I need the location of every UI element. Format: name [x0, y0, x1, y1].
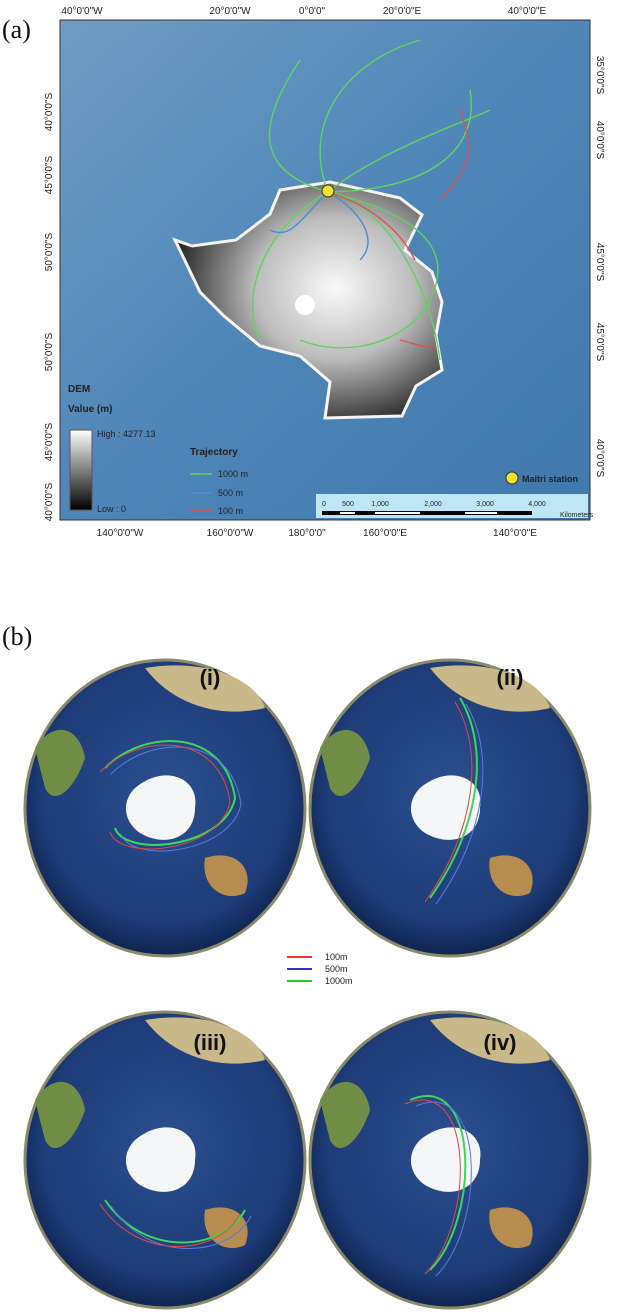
right-label: 45°0'0"S [594, 243, 605, 282]
landmass [320, 1081, 370, 1149]
top-label: 40°0'0"E [508, 6, 547, 17]
trajectory [424, 701, 473, 903]
scale-label: 4,000 [528, 501, 546, 508]
maitri-marker [321, 184, 335, 198]
scale-bar [465, 512, 497, 514]
left-label: 45°0'0"S [44, 422, 55, 461]
landmass [430, 1017, 550, 1064]
landmass [35, 1081, 85, 1149]
trajectories [252, 39, 491, 361]
scale-bar [340, 512, 355, 514]
panel-a: (a) DEM Value (m) High : 4277.13 Low : 0… [2, 6, 605, 539]
scale-label: 1,000 [371, 501, 389, 508]
panel-label: (a) [2, 15, 31, 44]
trajectory [409, 1095, 467, 1271]
right-label: 40°0'0"S [594, 439, 605, 478]
trajectory [429, 697, 478, 899]
landmass [489, 1207, 533, 1249]
trajectory [110, 1205, 252, 1249]
landmass [430, 665, 550, 712]
station-swatch [505, 471, 519, 485]
top-label: 40°0'0"W [61, 6, 103, 17]
antarctica [125, 775, 196, 840]
dem-low: Low : 0 [97, 504, 126, 514]
legend-item: 500m [325, 964, 348, 974]
top-label: 20°0'0"E [383, 6, 422, 17]
globe-label: (ii) [497, 665, 524, 690]
landmass [320, 729, 370, 797]
scale-label: 500 [342, 501, 354, 508]
globe-label: (i) [200, 665, 221, 690]
trajectory [110, 746, 242, 852]
landmass [145, 1017, 265, 1064]
dem-subtitle: Value (m) [68, 404, 112, 415]
left-label: 45°0'0"S [44, 155, 55, 194]
bottom-label: 140°0'0"E [493, 528, 537, 539]
right-label: 40°0'0"S [594, 121, 605, 160]
trajectory [99, 1203, 241, 1247]
scale-unit: Kilometers [560, 512, 594, 519]
landmass [204, 855, 248, 897]
scale-label: 2,000 [424, 501, 442, 508]
antarctica [125, 1127, 196, 1192]
bottom-label: 180°0'0" [288, 528, 326, 539]
scale-label: 3,000 [476, 501, 494, 508]
bottom-label: 160°0'0"E [363, 528, 407, 539]
globes: (i) (ii) (iii) (iv) [23, 658, 592, 1310]
trajectory [435, 703, 484, 905]
trajectory [99, 744, 231, 850]
landmass [35, 729, 85, 797]
right-label: 35°0'0"S [594, 56, 605, 95]
globe-label: (iii) [194, 1030, 227, 1055]
white-spot [295, 295, 315, 315]
panel-b: (b) (i) (ii) (iii) (iv) 100m 500m 1000m [2, 622, 592, 1310]
bottom-label: 160°0'0"W [207, 528, 254, 539]
scale-bar [322, 511, 532, 515]
legend-item: 100m [325, 952, 348, 962]
scale-bar [375, 512, 420, 514]
left-label: 50°0'0"S [44, 232, 55, 271]
axis-labels: 40°0'0"W 20°0'0"W 0°0'0" 20°0'0"E 40°0'0"E 40… [44, 6, 605, 539]
landmass [145, 665, 265, 712]
top-label: 0°0'0" [299, 6, 326, 17]
trajectory [404, 1099, 461, 1275]
landmass [489, 855, 533, 897]
dem-title: DEM [68, 384, 90, 395]
globe-label: (iv) [484, 1030, 517, 1055]
top-label: 20°0'0"W [209, 6, 251, 17]
left-label: 40°0'0"S [44, 482, 55, 521]
legend-item: 500 m [218, 488, 243, 498]
dem-high: High : 4277.13 [97, 429, 156, 439]
left-label: 40°0'0"S [44, 92, 55, 131]
legend-item: 1000m [325, 976, 353, 986]
legend-item: 100 m [218, 506, 243, 516]
trajectory [104, 740, 237, 846]
antarctica [410, 775, 481, 840]
scale-labels: 0 500 1,000 2,000 3,000 4,000 [322, 501, 546, 508]
panel-label: (b) [2, 622, 32, 651]
right-label: 45°0'0"S [594, 323, 605, 362]
station-label: Maitri station [522, 474, 578, 484]
dem-ramp [69, 429, 93, 511]
trajectory-title: Trajectory [190, 447, 238, 458]
trajectory [415, 1101, 472, 1277]
bottom-label: 140°0'0"W [97, 528, 144, 539]
left-label: 50°0'0"S [44, 332, 55, 371]
scale-label: 0 [322, 501, 326, 508]
legend-item: 1000 m [218, 469, 248, 479]
